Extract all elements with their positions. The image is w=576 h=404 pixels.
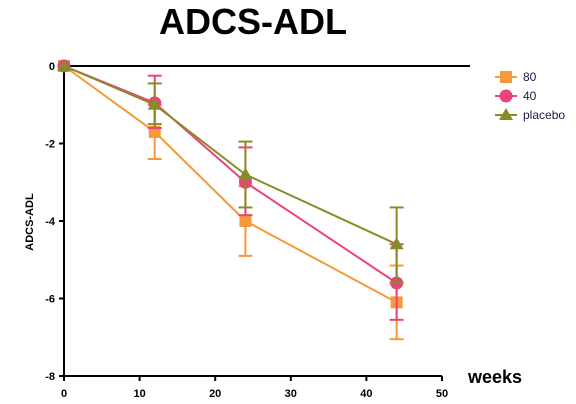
- x-ticks: 0 10 20 30 40 50: [61, 376, 448, 400]
- legend-marker: [499, 89, 513, 103]
- legend-label: 40: [523, 89, 537, 103]
- data-point: [389, 237, 404, 250]
- x-tick-label: 0: [61, 388, 67, 400]
- legend-item-40: 40: [495, 89, 537, 103]
- y-tick-label: 0: [49, 61, 55, 73]
- series-line: [63, 65, 398, 246]
- chart-title: ADCS-ADL: [159, 1, 347, 42]
- x-tick-label: 10: [133, 388, 145, 400]
- y-tick-label: -8: [45, 371, 55, 383]
- y-tick-label: -6: [45, 294, 55, 306]
- series-80: [58, 60, 404, 341]
- x-tick-label: 20: [209, 388, 221, 400]
- legend-label: placebo: [523, 108, 565, 122]
- x-tick-label: 50: [436, 388, 448, 400]
- y-axis-label: ADCS-ADL: [24, 193, 36, 251]
- x-tick-label: 40: [360, 388, 372, 400]
- y-tick-label: -4: [45, 216, 56, 228]
- y-ticks: 0 -2 -4 -6 -8: [45, 61, 64, 383]
- legend: 80 40 placebo: [495, 70, 565, 122]
- series-line: [63, 65, 398, 284]
- legend-marker: [499, 108, 513, 120]
- data-point: [57, 59, 71, 71]
- data-point: [239, 215, 252, 227]
- legend-item-80: 80: [495, 70, 537, 84]
- plot-area: 0 -2 -4 -6 -8 0 10 20 30 40 50: [45, 59, 470, 400]
- series-layer: [57, 59, 404, 341]
- y-tick-label: -2: [45, 139, 55, 151]
- data-point: [147, 97, 162, 110]
- data-point: [238, 167, 253, 180]
- legend-item-placebo: placebo: [495, 108, 565, 122]
- x-axis-label: weeks: [467, 367, 522, 387]
- series-line: [63, 65, 398, 304]
- x-tick-label: 30: [285, 388, 297, 400]
- legend-label: 80: [523, 70, 537, 84]
- series-placebo: [57, 59, 404, 284]
- legend-marker: [500, 71, 512, 83]
